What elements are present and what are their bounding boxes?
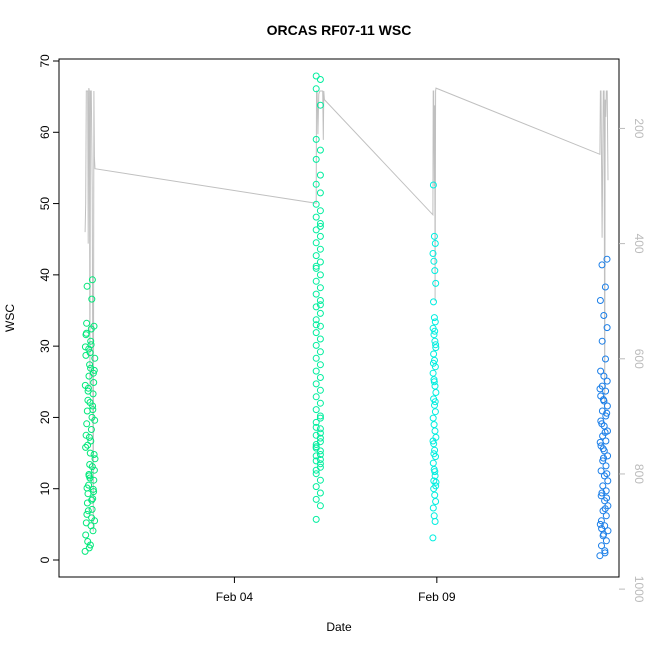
- data-point: [600, 483, 606, 489]
- data-point: [317, 387, 323, 393]
- data-point: [598, 468, 604, 474]
- y-tick-label: 10: [38, 482, 52, 496]
- data-point: [597, 439, 603, 445]
- data-point: [317, 336, 323, 342]
- data-point: [432, 428, 438, 434]
- data-point: [317, 233, 323, 239]
- y-tick-label: 40: [38, 268, 52, 282]
- data-point: [87, 450, 93, 456]
- y2-tick-label: 600: [632, 349, 646, 369]
- x-axis-label: Date: [326, 620, 352, 634]
- data-point: [313, 291, 319, 297]
- data-point: [431, 258, 437, 264]
- data-point: [433, 499, 439, 505]
- data-point: [430, 460, 436, 466]
- data-point: [317, 349, 323, 355]
- data-point: [317, 310, 323, 316]
- data-point: [431, 233, 437, 239]
- data-point: [431, 351, 437, 357]
- y-tick-label: 50: [38, 197, 52, 211]
- data-point: [430, 370, 436, 376]
- data-point: [431, 513, 437, 519]
- data-point: [313, 73, 319, 79]
- y2-tick-label: 400: [632, 234, 646, 254]
- data-point: [85, 508, 91, 514]
- data-point: [431, 315, 437, 321]
- data-point: [317, 490, 323, 496]
- data-point: [432, 409, 438, 415]
- data-point: [317, 147, 323, 153]
- data-point: [317, 208, 323, 214]
- data-point: [313, 240, 319, 246]
- data-point: [317, 503, 323, 509]
- data-point: [431, 422, 437, 428]
- data-point: [598, 368, 604, 374]
- data-point: [317, 375, 323, 381]
- data-point: [84, 511, 90, 517]
- y-axis-label: WSC: [3, 304, 17, 332]
- data-point: [598, 518, 604, 524]
- y-tick-label: 60: [38, 125, 52, 139]
- y-tick-label: 30: [38, 339, 52, 353]
- y2-tick-label: 200: [632, 118, 646, 138]
- data-point: [432, 519, 438, 525]
- data-point: [313, 394, 319, 400]
- data-point: [313, 368, 319, 374]
- y-tick-label: 70: [38, 54, 52, 68]
- data-point: [313, 496, 319, 502]
- data-point: [431, 299, 437, 305]
- data-point: [433, 390, 439, 396]
- data-point: [313, 278, 319, 284]
- data-point: [91, 452, 97, 458]
- data-point: [317, 246, 323, 252]
- data-point: [89, 506, 95, 512]
- y-tick-label: 0: [38, 556, 52, 563]
- plot-frame: [59, 59, 619, 577]
- data-point: [430, 415, 436, 421]
- data-point: [317, 172, 323, 178]
- data-point: [313, 407, 319, 413]
- data-point: [83, 532, 89, 538]
- data-point: [430, 505, 436, 511]
- data-point: [317, 272, 323, 278]
- data-point: [317, 400, 323, 406]
- plot-area: [82, 73, 611, 559]
- data-point: [432, 492, 438, 498]
- data-point: [313, 355, 319, 361]
- data-point: [313, 516, 319, 522]
- y2-tick-label: 1000: [632, 576, 646, 603]
- data-point: [599, 543, 605, 549]
- chart-title: ORCAS RF07-11 WSC: [267, 22, 412, 38]
- data-point: [430, 535, 436, 541]
- altitude-trace-line: [85, 88, 608, 531]
- data-point: [601, 313, 607, 319]
- data-point: [86, 373, 92, 379]
- data-point: [84, 320, 90, 326]
- data-point: [84, 283, 90, 289]
- data-point: [597, 298, 603, 304]
- data-point: [313, 342, 319, 348]
- data-point: [433, 280, 439, 286]
- data-point: [313, 214, 319, 220]
- data-point: [313, 484, 319, 490]
- data-point: [317, 477, 323, 483]
- x-tick-label: Feb 09: [418, 590, 456, 604]
- data-point: [313, 253, 319, 259]
- y-tick-label: 20: [38, 410, 52, 424]
- data-point: [84, 421, 90, 427]
- data-point: [84, 500, 90, 506]
- data-point: [313, 330, 319, 336]
- y2-tick-label: 800: [632, 464, 646, 484]
- data-point: [432, 364, 438, 370]
- data-point: [317, 190, 323, 196]
- data-point: [313, 381, 319, 387]
- x-tick-label: Feb 04: [216, 590, 254, 604]
- data-point: [317, 362, 323, 368]
- data-point: [83, 520, 89, 526]
- data-point: [603, 356, 609, 362]
- data-point: [317, 285, 323, 291]
